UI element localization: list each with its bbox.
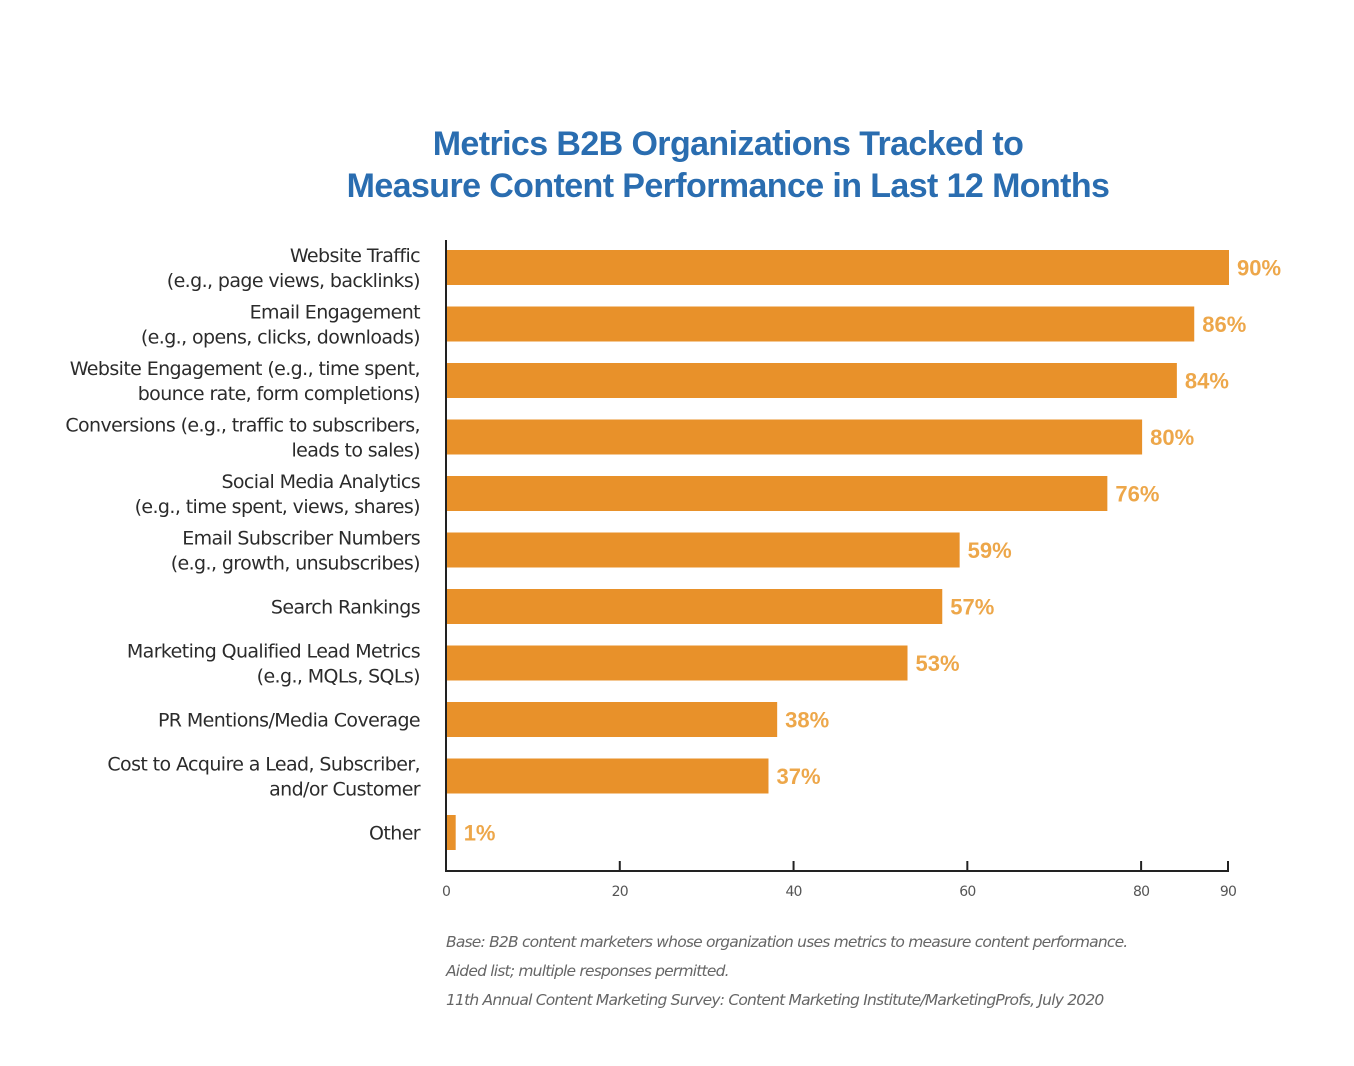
footnote-base: Base: B2B content marketers whose organi…	[446, 933, 1127, 951]
bar	[447, 476, 1108, 511]
chart-title-line-2: Measure Content Performance in Last 12 M…	[347, 167, 1110, 205]
x-tick-label: 20	[612, 884, 628, 900]
bar-value-label: 90%	[1237, 256, 1281, 281]
bar	[447, 758, 769, 794]
category-label: Search Rankings	[271, 597, 420, 619]
chart-title-line-1: Metrics B2B Organizations Tracked to	[433, 125, 1024, 163]
category-label: (e.g., MQLs, SQLs)	[257, 666, 420, 688]
category-label: (e.g., opens, clicks, downloads)	[141, 327, 420, 349]
bars-group	[447, 250, 1229, 850]
bar-value-label: 38%	[785, 708, 829, 733]
x-axis-ticks: 0 20 40 60 80 90	[442, 861, 1237, 900]
bar	[447, 589, 943, 624]
x-tick-label: 90	[1220, 884, 1236, 900]
category-label: Email Subscriber Numbers	[182, 528, 420, 550]
bar-value-label: 37%	[776, 764, 820, 789]
bar-value-label: 1%	[464, 821, 496, 846]
value-labels: 90% 86% 84% 80% 76% 59% 57% 53% 38% 37% 1%	[464, 256, 1281, 846]
category-labels: Website Traffic (e.g., page views, backli…	[65, 245, 421, 845]
category-label: Website Traffic	[290, 245, 420, 267]
category-label: (e.g., time spent, views, shares)	[135, 496, 420, 518]
bar-value-label: 80%	[1150, 425, 1194, 450]
category-label: (e.g., growth, unsubscribes)	[171, 553, 420, 575]
footnote-aided-list: Aided list; multiple responses permitted…	[445, 962, 729, 980]
bar	[447, 645, 908, 681]
footnotes: Base: B2B content marketers whose organi…	[445, 933, 1128, 1009]
bar	[447, 250, 1229, 285]
x-tick-label: 0	[442, 884, 450, 900]
bar-value-label: 76%	[1115, 482, 1159, 507]
bar	[447, 306, 1195, 342]
category-label: leads to sales)	[291, 440, 420, 462]
bar-value-label: 84%	[1185, 369, 1229, 394]
x-tick-label: 80	[1133, 884, 1149, 900]
bar	[447, 815, 456, 850]
category-label: Website Engagement (e.g., time spent,	[70, 358, 420, 380]
category-label: Conversions (e.g., traffic to subscriber…	[65, 415, 420, 437]
bar	[447, 532, 960, 568]
footnote-source: 11th Annual Content Marketing Survey: Co…	[446, 991, 1104, 1009]
bar-value-label: 53%	[916, 651, 960, 676]
bar-value-label: 86%	[1202, 312, 1246, 337]
category-label: (e.g., page views, backlinks)	[167, 270, 420, 292]
bar-value-label: 59%	[968, 538, 1012, 563]
category-label: Cost to Acquire a Lead, Subscriber,	[107, 754, 420, 776]
bar-value-label: 57%	[950, 595, 994, 620]
axes	[445, 240, 1229, 872]
category-label: Marketing Qualified Lead Metrics	[127, 641, 420, 663]
x-tick-label: 60	[959, 884, 975, 900]
chart-title: Metrics B2B Organizations Tracked to Mea…	[347, 125, 1110, 205]
bar	[447, 419, 1143, 455]
category-label: Email Engagement	[250, 302, 420, 324]
bar	[447, 702, 778, 737]
category-label: Social Media Analytics	[221, 471, 420, 493]
category-label: and/or Customer	[269, 779, 421, 801]
bar	[447, 363, 1177, 398]
category-label: bounce rate, form completions)	[138, 383, 420, 405]
x-tick-label: 40	[785, 884, 801, 900]
category-label: PR Mentions/Media Coverage	[158, 710, 420, 732]
category-label: Other	[369, 823, 421, 845]
